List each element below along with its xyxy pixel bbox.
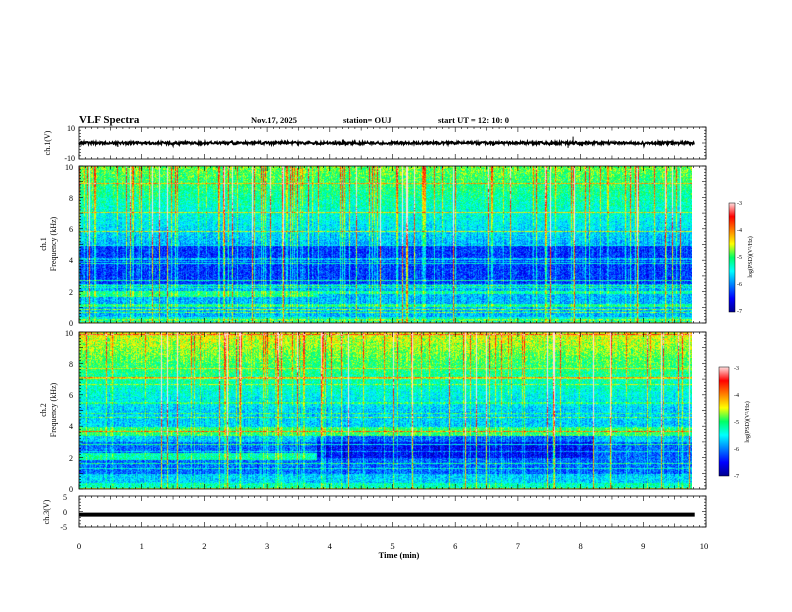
x-tick-10: 10 xyxy=(700,541,709,551)
ch2-cb-tick-6: -6 xyxy=(734,447,739,453)
ch1-spec-ylabel: ch.1 xyxy=(39,237,48,251)
ch1-waveform-panel: ch.1(V) 10 -10 xyxy=(43,124,707,163)
ch2-cb-label: log(PSD)(V²/Hz) xyxy=(744,401,751,442)
ch1-ytick-4: 4 xyxy=(69,256,73,265)
x-axis-label: Time (min) xyxy=(379,550,420,560)
ch2-cb-tick-3: -3 xyxy=(734,366,739,372)
ch1-ytick-6: 6 xyxy=(69,225,73,234)
ch1-colorbar: -3 -4 -5 -6 -7 log(PSD)(V²/Hz) xyxy=(728,201,754,315)
ch2-cb-tick-5: -5 xyxy=(734,420,739,426)
ch1-waveform-line xyxy=(78,138,695,149)
ch1-ytick-bottom: -10 xyxy=(64,154,75,163)
x-tick-6: 6 xyxy=(453,541,457,551)
x-tick-8: 8 xyxy=(578,541,582,551)
ch2-ytick-10: 10 xyxy=(65,329,73,338)
x-tick-9: 9 xyxy=(641,541,645,551)
date-label: Nov.17, 2025 xyxy=(251,115,297,125)
ch1-cb-label: log(PSD)(V²/Hz) xyxy=(747,236,754,277)
ch3-ytick-bottom: -5 xyxy=(60,523,67,532)
ch2-spectrogram-panel: ch.2 Frequency (kHz) 0 2 4 6 8 10 xyxy=(39,329,707,494)
ch2-ytick-6: 6 xyxy=(69,391,73,400)
ch1-spec-ylabel2: Frequency (kHz) xyxy=(49,216,58,271)
ch2-spec-ylabel2: Frequency (kHz) xyxy=(49,382,58,437)
station-label: station= OUJ xyxy=(343,115,392,125)
ch1-ytick-0: 0 xyxy=(69,319,73,328)
ch3-ytick-top: 5 xyxy=(63,493,67,502)
ch2-ytick-4: 4 xyxy=(69,422,73,431)
ch1-ytick-2: 2 xyxy=(69,288,73,297)
ch1-cb-tick-5: -5 xyxy=(737,255,742,261)
x-tick-0: 0 xyxy=(77,541,81,551)
ch3-ylabel: ch.3(V) xyxy=(42,499,51,524)
ch1-cb-tick-7: -7 xyxy=(737,309,742,315)
ch2-ytick-0: 0 xyxy=(69,485,73,494)
x-tick-1: 1 xyxy=(140,541,144,551)
ch2-cb-tick-7: -7 xyxy=(734,474,739,480)
ch2-colorbar-gradient xyxy=(718,366,730,477)
ch3-ytick-mid: 0 xyxy=(63,508,67,517)
ch1-cb-tick-4: -4 xyxy=(737,228,742,234)
ch2-ytick-8: 8 xyxy=(69,360,73,369)
x-tick-4: 4 xyxy=(328,541,333,551)
ch1-spectrogram-image xyxy=(79,166,692,323)
ch1-cb-tick-6: -6 xyxy=(737,282,742,288)
ch1-ylabel: ch.1(V) xyxy=(43,130,52,155)
ch2-spec-ylabel: ch.2 xyxy=(39,403,48,417)
ch1-spikes xyxy=(117,136,574,148)
ch2-colorbar: -3 -4 -5 -6 -7 log(PSD)(V²/Hz) xyxy=(718,366,751,480)
x-tick-2: 2 xyxy=(202,541,206,551)
ch2-cb-tick-4: -4 xyxy=(734,393,739,399)
ch2-ytick-2: 2 xyxy=(69,454,73,463)
ch2-spectrogram-image xyxy=(79,332,692,489)
x-tick-7: 7 xyxy=(516,541,520,551)
x-tick-3: 3 xyxy=(265,541,269,551)
ch1-ytick-10: 10 xyxy=(65,163,73,172)
ch1-cb-tick-3: -3 xyxy=(737,201,742,207)
ch1-ytick-top: 10 xyxy=(67,124,75,133)
ch1-spectrogram-panel: ch.1 Frequency (kHz) 0 2 4 6 8 10 xyxy=(39,163,707,328)
ch1-ytick-8: 8 xyxy=(69,194,73,203)
start-time-label: start UT = 12: 10: 0 xyxy=(438,115,509,125)
x-tick-5: 5 xyxy=(390,541,394,551)
ch1-colorbar-gradient xyxy=(728,202,736,313)
figure-title: VLF Spectra xyxy=(79,114,140,126)
x-tick-labels: 0 1 2 3 4 5 6 7 8 9 10 xyxy=(77,541,708,551)
axis-ticks xyxy=(78,126,707,528)
